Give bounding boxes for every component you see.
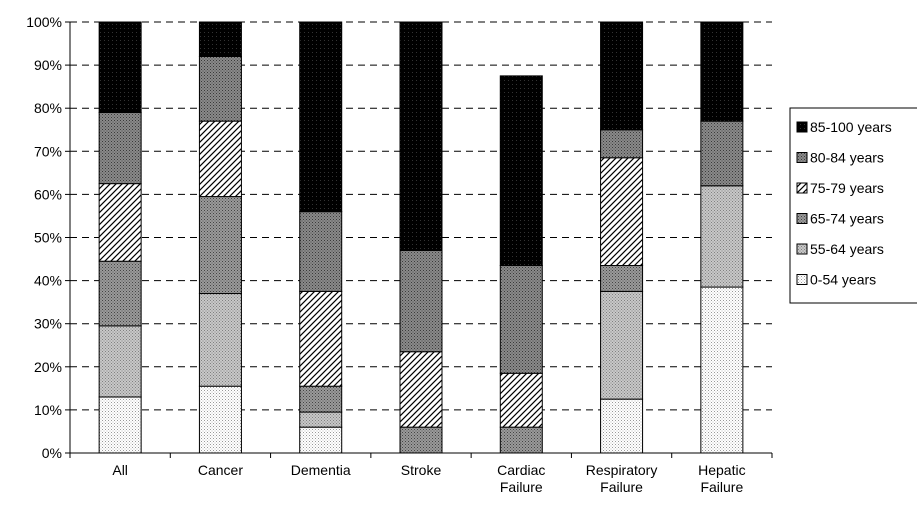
bar-stroke-65-74-years	[399, 426, 443, 454]
bar-cancer-0-54-years	[198, 385, 242, 454]
legend-swatch-65-74-years	[796, 213, 808, 224]
bar-all-80-84-years	[98, 112, 142, 185]
bar-cancer-55-64-years	[198, 293, 242, 387]
bar-stroke-85-100-years	[399, 21, 443, 251]
legend-label-80-84-years: 80-84 years	[810, 150, 884, 166]
y-tick-label: 20%	[34, 359, 62, 375]
bar-dementia-0-54-years	[299, 426, 343, 454]
y-tick-label: 70%	[34, 143, 62, 159]
bar-dementia-75-79-years	[299, 290, 343, 387]
bar-respiratory-failure-85-100-years	[600, 21, 644, 131]
x-tick-label: Hepatic Failure	[698, 462, 745, 495]
legend-swatch-0-54-years	[796, 274, 808, 285]
x-tick-label: Stroke	[401, 462, 442, 478]
bar-cancer-85-100-years	[198, 21, 242, 57]
bar-dementia-65-74-years	[299, 385, 343, 413]
bar-hepatic-failure-80-84-years	[700, 120, 744, 187]
bar-all-55-64-years	[98, 325, 142, 398]
bar-dementia-85-100-years	[299, 21, 343, 213]
axes: 0% 10% 20% 30% 40% 50% 60% 70% 80% 90% 100% All Canc…	[26, 14, 773, 495]
bar-all-65-74-years	[98, 260, 142, 327]
y-tick-label: 40%	[34, 273, 62, 289]
bar-dementia-55-64-years	[299, 411, 343, 428]
x-tick-label: Respiratory Failure	[586, 462, 658, 495]
bar-cardiac-failure-80-84-years	[499, 265, 543, 374]
bar-cardiac-failure-85-100-years	[499, 75, 543, 267]
bar-respiratory-failure-55-64-years	[600, 290, 644, 400]
legend-swatch-80-84-years	[796, 152, 808, 163]
bar-hepatic-failure-55-64-years	[700, 185, 744, 288]
legend-swatch-55-64-years	[796, 243, 808, 255]
y-tick-label: 80%	[34, 100, 62, 116]
bar-stroke-80-84-years	[399, 249, 443, 353]
bar-hepatic-failure-85-100-years	[700, 21, 744, 122]
legend-swatch-85-100-years	[796, 121, 808, 133]
bar-stroke-75-79-years	[399, 351, 443, 428]
legend-label-65-74-years: 65-74 years	[810, 211, 884, 227]
x-tick-label: All	[112, 462, 128, 478]
x-tick-label: Dementia	[291, 462, 351, 478]
bars	[98, 21, 744, 454]
y-tick-label: 100%	[26, 14, 62, 30]
x-tick-label: Cardiac Failure	[497, 462, 545, 495]
bar-all-75-79-years	[98, 183, 142, 262]
bar-cancer-75-79-years	[198, 120, 242, 198]
bar-cancer-65-74-years	[198, 196, 242, 295]
legend-label-55-64-years: 55-64 years	[810, 241, 884, 257]
y-tick-label: 10%	[34, 402, 62, 418]
bar-respiratory-failure-65-74-years	[600, 265, 644, 292]
bar-cardiac-failure-75-79-years	[499, 372, 543, 428]
bar-respiratory-failure-80-84-years	[600, 129, 644, 159]
y-tick-label: 30%	[34, 316, 62, 332]
y-tick-label: 60%	[34, 186, 62, 202]
bar-all-85-100-years	[98, 21, 142, 114]
bar-cardiac-failure-65-74-years	[499, 426, 543, 454]
bar-all-0-54-years	[98, 396, 142, 454]
legend-label-0-54-years: 0-54 years	[810, 272, 876, 288]
y-tick-label: 0%	[42, 445, 62, 461]
legend-swatch-75-79-years	[796, 182, 808, 194]
bar-hepatic-failure-0-54-years	[700, 286, 744, 454]
y-tick-label: 50%	[34, 230, 62, 246]
legend-label-75-79-years: 75-79 years	[810, 180, 884, 196]
bar-cancer-80-84-years	[198, 55, 242, 122]
x-tick-label: Cancer	[198, 462, 243, 478]
bar-respiratory-failure-75-79-years	[600, 157, 644, 267]
legend: 85-100 years 80-84 years 75-79 years 65-74 …	[789, 107, 917, 304]
legend-box	[789, 107, 917, 304]
legend-label-85-100-years: 85-100 years	[810, 119, 892, 135]
bar-respiratory-failure-0-54-years	[600, 398, 644, 454]
y-tick-label: 90%	[34, 57, 62, 73]
bar-dementia-80-84-years	[299, 211, 343, 292]
